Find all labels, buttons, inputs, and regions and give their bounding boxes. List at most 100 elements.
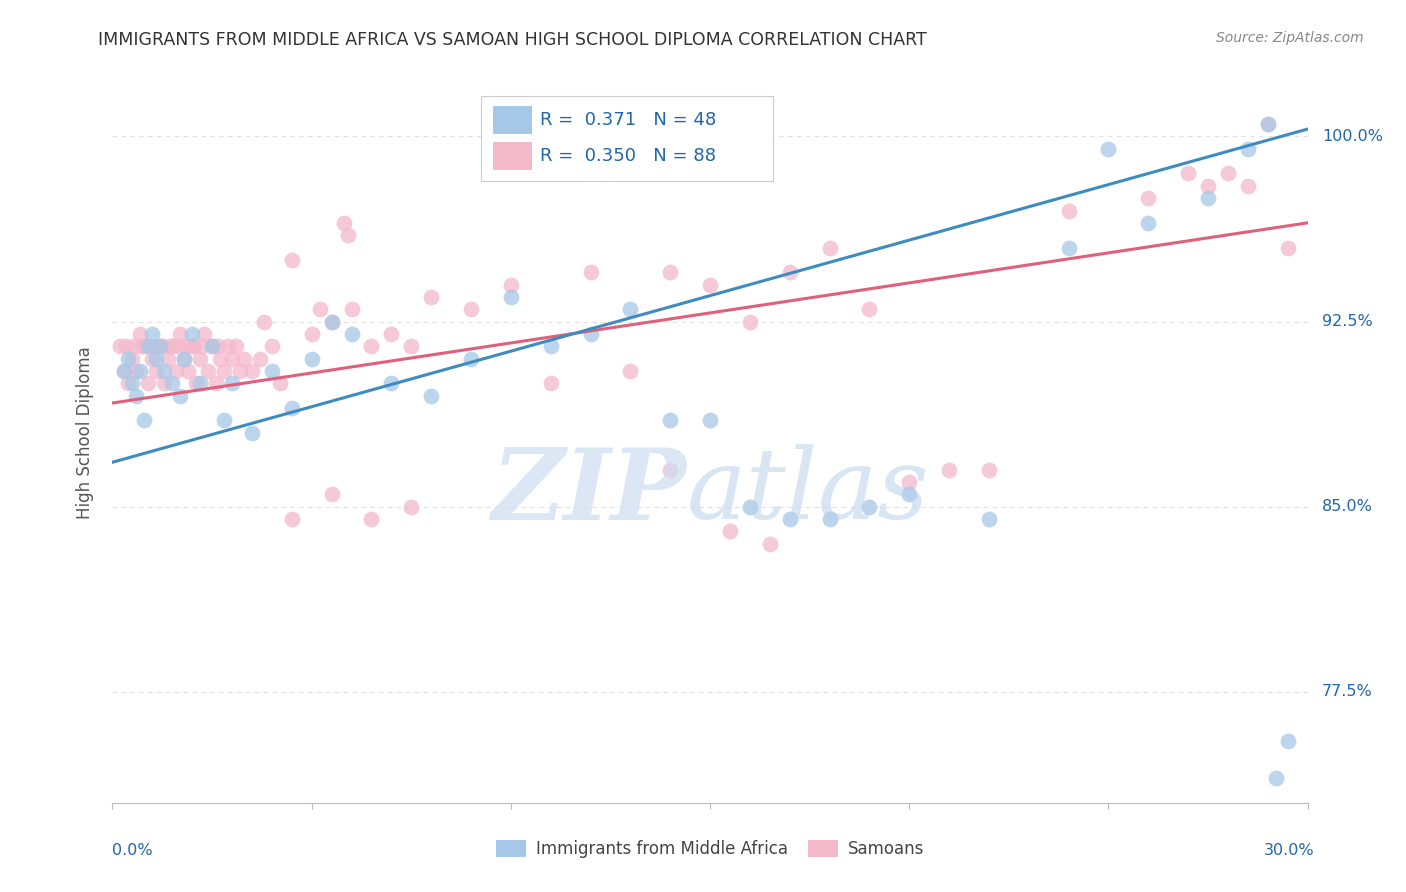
Point	[138, 376, 160, 391]
Point	[738, 500, 761, 514]
Point	[233, 351, 256, 366]
Point	[1264, 771, 1286, 785]
Point	[619, 302, 641, 317]
Point	[141, 351, 163, 366]
FancyBboxPatch shape	[492, 142, 531, 169]
Point	[938, 462, 960, 476]
Point	[177, 364, 200, 378]
Point	[138, 339, 160, 353]
Text: 92.5%: 92.5%	[1322, 314, 1372, 329]
Point	[121, 351, 143, 366]
Text: R =  0.371   N = 48: R = 0.371 N = 48	[540, 112, 717, 129]
Point	[150, 339, 173, 353]
Point	[183, 339, 205, 353]
Point	[738, 314, 761, 328]
FancyBboxPatch shape	[481, 95, 773, 181]
Point	[499, 277, 522, 292]
Point	[281, 512, 304, 526]
Point	[221, 351, 243, 366]
Point	[188, 351, 211, 366]
Point	[401, 500, 423, 514]
Point	[110, 339, 132, 353]
Point	[1216, 166, 1239, 180]
Point	[1237, 142, 1260, 156]
Point	[659, 413, 682, 427]
Text: 100.0%: 100.0%	[1322, 129, 1384, 144]
Point	[619, 364, 641, 378]
Point	[1057, 240, 1080, 254]
Text: ZIP: ZIP	[491, 443, 686, 540]
Point	[181, 339, 204, 353]
Point	[340, 302, 363, 317]
Point	[1177, 166, 1199, 180]
Point	[129, 326, 152, 341]
Point	[1137, 191, 1160, 205]
Point	[460, 351, 482, 366]
Point	[1137, 216, 1160, 230]
Point	[143, 339, 166, 353]
Point	[201, 339, 224, 353]
Text: R =  0.350   N = 88: R = 0.350 N = 88	[540, 146, 716, 165]
Y-axis label: High School Diploma: High School Diploma	[76, 346, 94, 519]
Point	[1097, 142, 1119, 156]
Legend: Immigrants from Middle Africa, Samoans: Immigrants from Middle Africa, Samoans	[489, 833, 931, 865]
Text: 77.5%: 77.5%	[1322, 684, 1372, 699]
Point	[131, 339, 153, 353]
Text: IMMIGRANTS FROM MIDDLE AFRICA VS SAMOAN HIGH SCHOOL DIPLOMA CORRELATION CHART: IMMIGRANTS FROM MIDDLE AFRICA VS SAMOAN …	[98, 31, 927, 49]
Point	[134, 339, 156, 353]
Point	[205, 376, 228, 391]
Point	[225, 339, 247, 353]
Point	[460, 302, 482, 317]
Point	[321, 487, 343, 501]
Text: 30.0%: 30.0%	[1264, 843, 1315, 858]
Point	[217, 339, 239, 353]
Point	[197, 364, 219, 378]
Point	[115, 339, 138, 353]
Point	[149, 339, 172, 353]
Point	[145, 364, 167, 378]
Point	[193, 326, 215, 341]
Point	[718, 524, 741, 539]
Point	[380, 376, 402, 391]
Text: Source: ZipAtlas.com: Source: ZipAtlas.com	[1216, 31, 1364, 45]
Point	[579, 265, 602, 279]
Point	[818, 240, 841, 254]
Point	[134, 413, 156, 427]
Point	[420, 388, 443, 402]
Point	[125, 364, 148, 378]
Point	[977, 462, 1000, 476]
Point	[157, 351, 180, 366]
Point	[165, 364, 187, 378]
Point	[1257, 117, 1279, 131]
Point	[260, 364, 283, 378]
Point	[173, 351, 195, 366]
Point	[117, 351, 139, 366]
Point	[360, 339, 382, 353]
Point	[699, 277, 721, 292]
Point	[380, 326, 402, 341]
Point	[207, 339, 229, 353]
Point	[114, 364, 135, 378]
Point	[240, 425, 263, 440]
Text: 0.0%: 0.0%	[112, 843, 153, 858]
Text: 85.0%: 85.0%	[1322, 500, 1372, 514]
Point	[169, 388, 191, 402]
Point	[779, 265, 801, 279]
Point	[659, 265, 682, 279]
Point	[540, 339, 562, 353]
Point	[145, 351, 167, 366]
Point	[153, 376, 176, 391]
Point	[249, 351, 271, 366]
Point	[173, 351, 195, 366]
Point	[360, 512, 382, 526]
Point	[129, 364, 152, 378]
Point	[153, 364, 176, 378]
Point	[1277, 240, 1299, 254]
Point	[125, 388, 148, 402]
Point	[174, 339, 197, 353]
Point	[301, 351, 323, 366]
Point	[167, 339, 190, 353]
Point	[149, 339, 172, 353]
Point	[201, 339, 224, 353]
FancyBboxPatch shape	[492, 106, 531, 135]
